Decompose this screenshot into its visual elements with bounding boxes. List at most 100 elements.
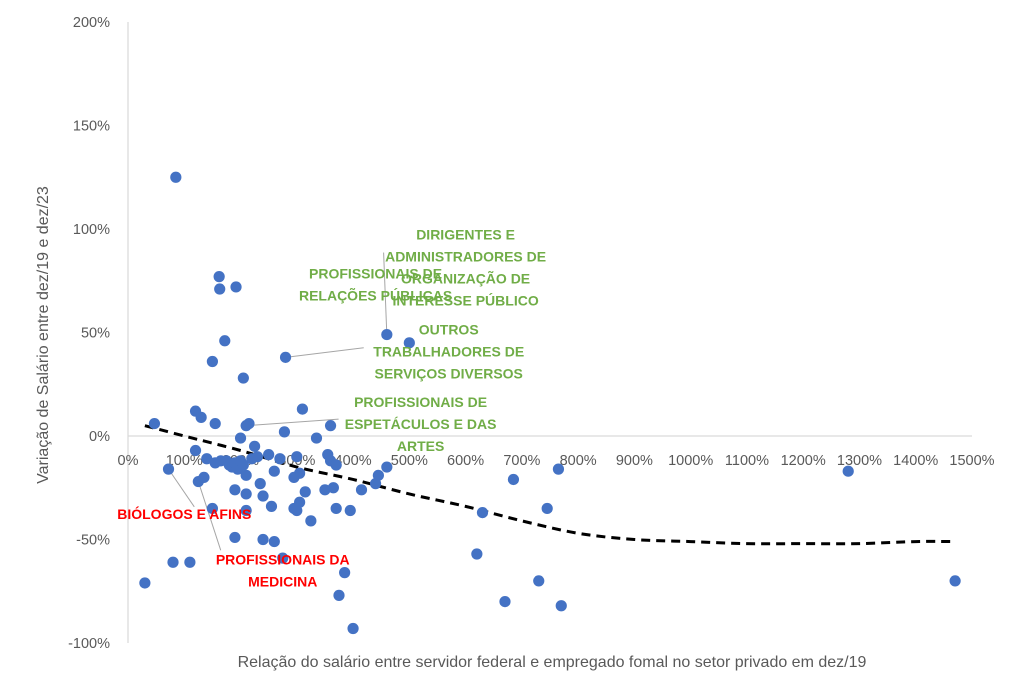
data-point xyxy=(288,502,300,515)
annotation-leader-lines xyxy=(168,252,388,551)
data-point xyxy=(251,451,264,463)
data-point xyxy=(230,281,242,293)
leader-line xyxy=(168,468,195,508)
data-point xyxy=(330,502,342,515)
leader-line xyxy=(246,418,339,427)
annotation-text-line: ADMINISTRADORES DE xyxy=(385,248,546,264)
annotation-text-line: TRABALHADORES DE xyxy=(373,344,524,360)
data-point xyxy=(305,515,317,527)
x-tick-label: 400% xyxy=(335,453,372,469)
annotation-text-line: INTERESSE PÚBLICO xyxy=(392,291,538,308)
data-point xyxy=(476,506,489,519)
annotation-text-line: SERVIÇOS DIVERSOS xyxy=(375,366,523,382)
annotation-text-line: ESPETÁCULOS E DAS xyxy=(345,416,497,432)
data-point xyxy=(499,596,511,608)
data-point xyxy=(219,335,231,347)
annotation-outros-trabalhadores: OUTROS TRABALHADORES DE SERVIÇOS DIVERSOS xyxy=(373,322,524,382)
data-point xyxy=(229,484,241,496)
y-tick-label: 50% xyxy=(81,326,110,342)
data-point xyxy=(278,426,291,438)
data-point xyxy=(167,556,179,568)
annotation-text-line: ORGANIZAÇÃO DE xyxy=(401,269,530,286)
data-point xyxy=(949,575,961,587)
x-tick-label: 700% xyxy=(503,453,540,469)
y-tick-label: 0% xyxy=(89,429,110,445)
data-point xyxy=(369,478,382,490)
data-point xyxy=(296,403,309,415)
data-point xyxy=(237,372,249,384)
annotation-text-line: PROFISSIONAIS DE xyxy=(309,266,442,282)
x-tick-label: 600% xyxy=(447,453,484,469)
data-point xyxy=(229,531,241,544)
y-tick-label: 200% xyxy=(73,15,110,31)
annotation-biologos: BIÓLOGOS E AFINS xyxy=(117,505,251,522)
data-point xyxy=(299,486,311,498)
data-point xyxy=(195,411,207,423)
data-point xyxy=(355,484,368,496)
data-point xyxy=(344,504,356,517)
x-tick-label: 800% xyxy=(560,453,597,469)
data-point xyxy=(184,556,196,568)
trendline xyxy=(144,424,956,546)
x-tick-label: 1200% xyxy=(781,453,826,469)
data-point xyxy=(555,600,567,612)
x-tick-label: 500% xyxy=(391,453,428,469)
trendline-path xyxy=(144,424,956,546)
data-point xyxy=(209,417,221,430)
data-point xyxy=(240,469,252,481)
data-point xyxy=(162,463,175,475)
data-point xyxy=(381,461,393,473)
data-point xyxy=(249,440,261,452)
leader-line xyxy=(383,252,388,335)
y-axis-label: Variação de Salário entre dez/19 e dez/2… xyxy=(35,186,52,484)
data-point xyxy=(148,417,161,430)
x-tick-label: 1000% xyxy=(668,453,713,469)
data-point xyxy=(206,355,218,368)
data-point xyxy=(471,548,483,560)
x-tick-label: 1400% xyxy=(893,453,938,469)
annotation-text-line: BIÓLOGOS E AFINS xyxy=(117,505,251,522)
data-point xyxy=(189,444,202,457)
data-point xyxy=(240,504,252,517)
annotation-dirigentes: DIRIGENTES E ADMINISTRADORES DE ORGANIZAÇÃ… xyxy=(385,226,546,308)
annotation-text-line: ARTES xyxy=(397,438,444,454)
x-tick-label: 1500% xyxy=(949,453,994,469)
data-point xyxy=(170,171,182,183)
data-point xyxy=(234,432,247,444)
data-point xyxy=(213,271,225,283)
data-point xyxy=(319,484,331,496)
data-point xyxy=(268,465,280,477)
annotation-text-line: MEDICINA xyxy=(248,573,317,589)
data-points xyxy=(139,171,961,635)
data-point xyxy=(243,417,255,430)
data-point xyxy=(237,459,249,471)
x-axis-label: Relação do salário entre servidor federa… xyxy=(238,654,867,671)
data-point xyxy=(533,575,545,587)
data-point xyxy=(198,471,210,483)
annotation-medicina: PROFISSIONAIS DA MEDICINA xyxy=(216,551,350,589)
x-tick-label: 100% xyxy=(166,453,203,469)
x-tick-label: 1300% xyxy=(837,453,882,469)
data-point xyxy=(324,420,337,432)
y-tick-label: -50% xyxy=(76,533,110,549)
data-point xyxy=(139,577,151,589)
data-point xyxy=(552,463,565,475)
data-point xyxy=(327,482,339,494)
data-point xyxy=(339,567,351,579)
y-tick-label: 150% xyxy=(73,119,110,135)
leader-line xyxy=(197,481,222,551)
annotation-text-line: RELAÇÕES PÚBLICAS xyxy=(299,287,452,304)
data-point xyxy=(842,465,854,477)
x-tick-label: 900% xyxy=(616,453,653,469)
data-point xyxy=(257,490,269,502)
data-point xyxy=(330,459,342,471)
data-point xyxy=(507,473,520,486)
annotation-text-line: PROFISSIONAIS DA xyxy=(216,551,350,567)
data-point xyxy=(265,500,278,512)
annotation-text-line: OUTROS xyxy=(419,322,479,338)
y-tick-labels: -100% -50% 0% 50% 100% 150% 200% xyxy=(68,15,110,652)
axes xyxy=(127,22,972,643)
data-point xyxy=(206,502,218,515)
annotation-espetaculos: PROFISSIONAIS DE ESPETÁCULOS E DAS ARTES xyxy=(345,394,497,454)
